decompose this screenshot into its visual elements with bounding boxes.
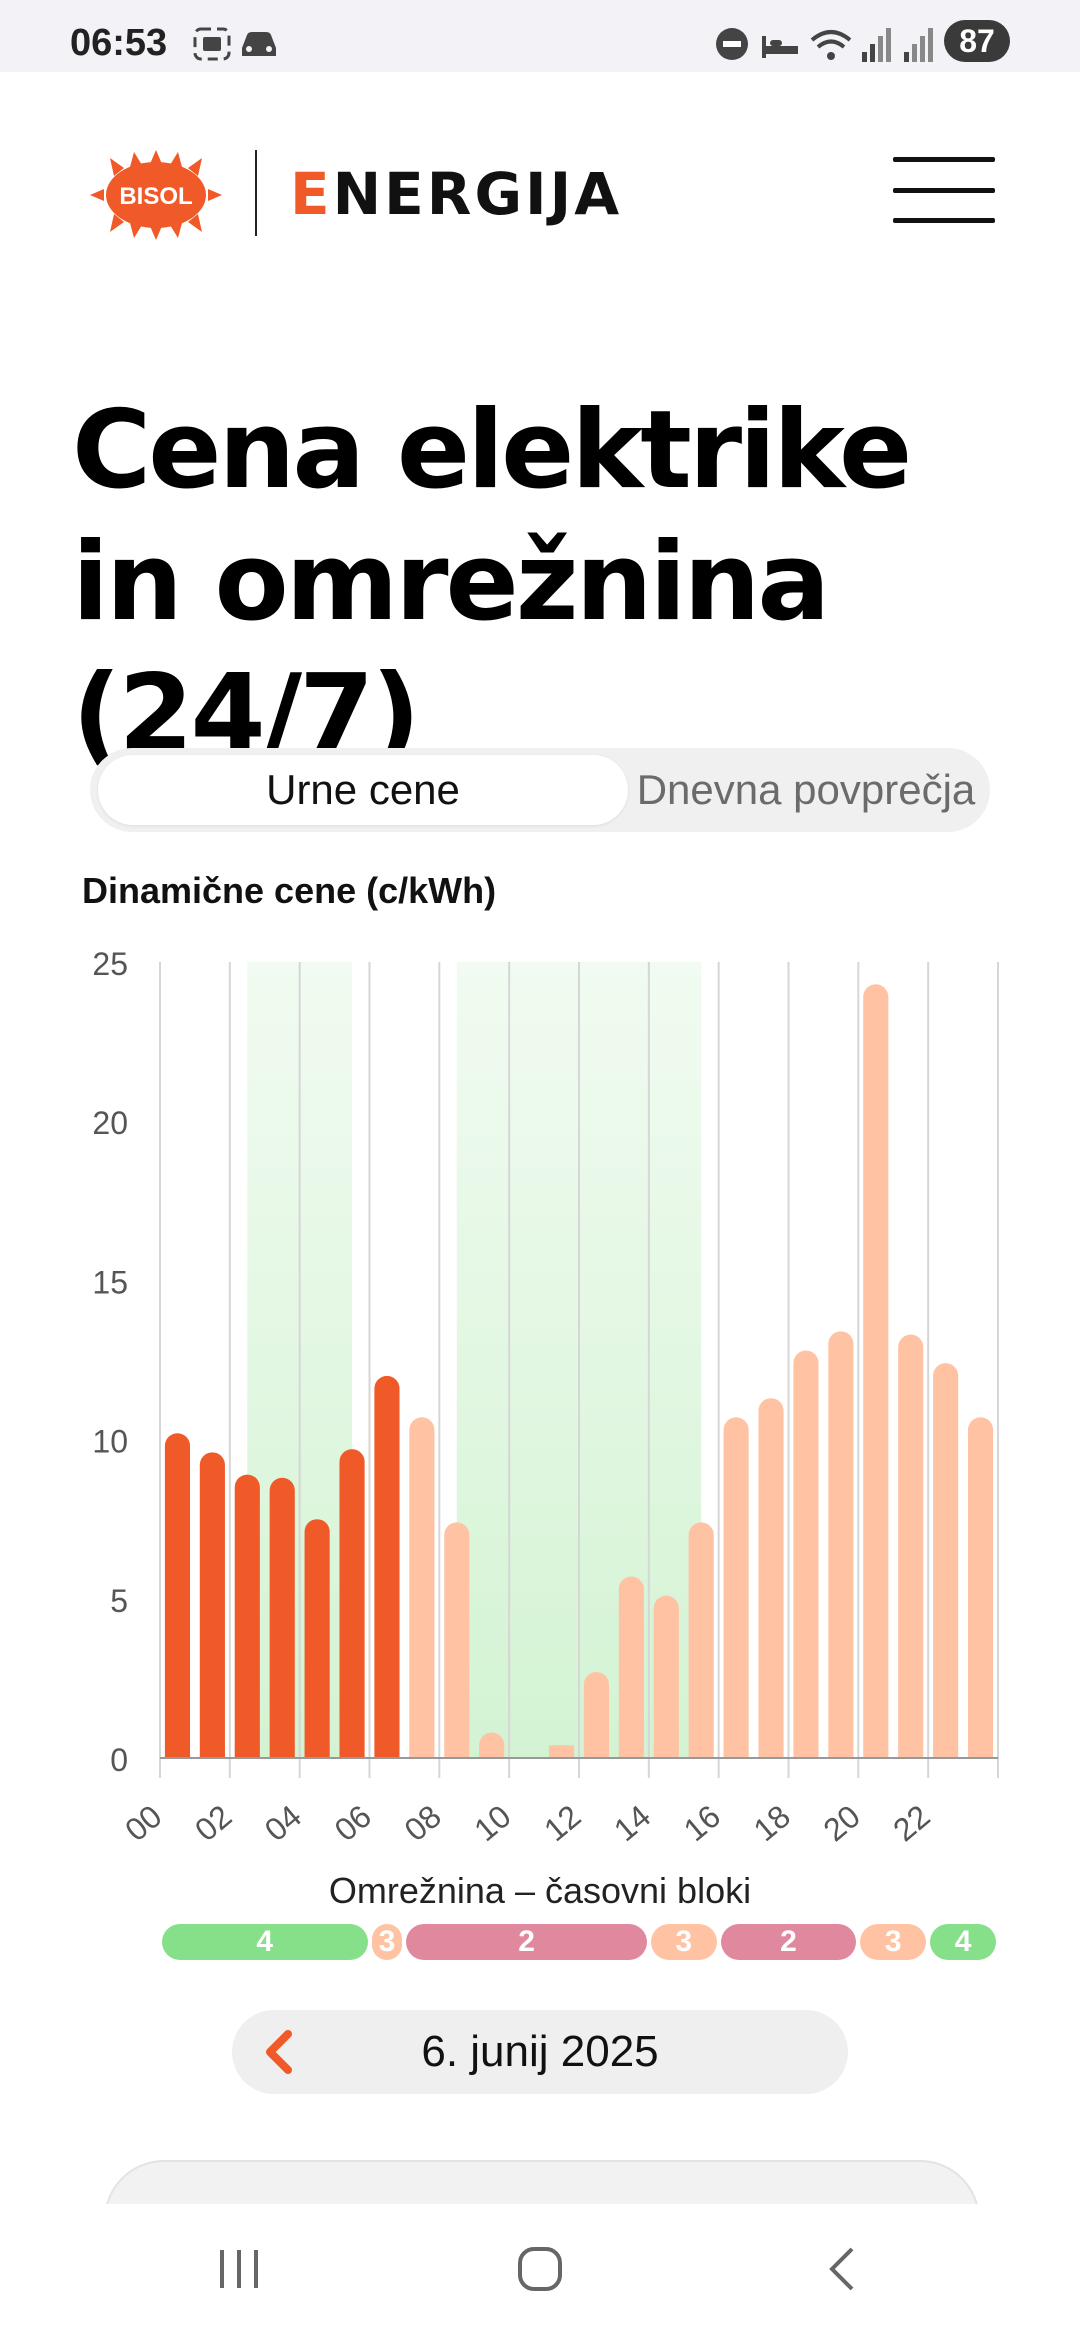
price-bar — [234, 1474, 260, 1758]
price-bar-base — [444, 1745, 470, 1758]
x-tick-label: 08 — [397, 1798, 447, 1848]
toggle-hourly-prices[interactable]: Urne cene — [98, 755, 628, 825]
logo-divider — [255, 150, 257, 236]
grid-block-3: 3 — [860, 1924, 927, 1960]
grid-block-4: 4 — [162, 1924, 368, 1960]
battery-level: 87 — [944, 20, 1010, 62]
price-bar-base — [967, 1745, 994, 1758]
energija-logo-text[interactable]: ENERGIJA — [290, 160, 623, 228]
price-bar-base — [583, 1745, 610, 1758]
price-bar — [793, 1350, 819, 1758]
recent-apps-icon[interactable] — [214, 2244, 264, 2294]
price-bar-base — [828, 1745, 854, 1758]
price-bar — [828, 1331, 854, 1758]
bisol-logo[interactable]: BISOL — [90, 150, 222, 240]
price-bar — [199, 1452, 225, 1758]
system-nav-bar — [0, 2204, 1080, 2340]
price-bar — [653, 1595, 679, 1758]
status-bar: 06:53 87 — [0, 0, 1080, 72]
price-bar — [583, 1672, 610, 1758]
grid-block-3: 3 — [650, 1924, 717, 1960]
price-bar — [339, 1449, 365, 1758]
price-bar — [967, 1417, 994, 1758]
price-bar-base — [688, 1745, 714, 1758]
date-navigator: 6. junij 2025 — [232, 2010, 848, 2094]
x-tick-label: 02 — [188, 1798, 238, 1848]
price-bar-base — [548, 1745, 575, 1758]
view-toggle: Urne cene Dnevna povprečja — [90, 748, 990, 832]
car-icon — [242, 32, 276, 56]
price-bar-base — [653, 1745, 679, 1758]
price-bar-base — [409, 1745, 435, 1758]
price-bar-base — [374, 1745, 400, 1758]
price-bar-base — [234, 1745, 260, 1758]
y-tick-label: 5 — [110, 1583, 128, 1619]
chart-title: Dinamične cene (c/kWh) — [82, 870, 497, 911]
price-bar — [863, 984, 889, 1758]
x-tick-label: 12 — [537, 1798, 587, 1848]
price-bar-base — [898, 1745, 924, 1758]
price-bar-base — [479, 1745, 505, 1758]
signal-icon-1 — [862, 28, 891, 62]
price-bar-base — [793, 1745, 819, 1758]
price-bar — [444, 1522, 470, 1758]
x-tick-label: 22 — [886, 1798, 936, 1848]
price-chart: 0 5 10 15 20 25 00 02 04 06 08 10 12 14 16 18 20 22 — [92, 946, 999, 1848]
price-bar — [723, 1417, 749, 1758]
y-tick-label: 20 — [92, 1105, 128, 1141]
x-tick-label: 00 — [118, 1798, 168, 1848]
price-bar — [898, 1334, 924, 1758]
x-tick-label: 14 — [607, 1798, 657, 1848]
y-tick-label: 15 — [92, 1264, 128, 1300]
screenshot-icon — [193, 27, 231, 61]
price-bar — [933, 1363, 959, 1758]
price-bar-base — [164, 1745, 191, 1758]
price-bar-base — [339, 1745, 365, 1758]
price-bar-base — [269, 1745, 295, 1758]
page-title: Cena elektrike in omrežnina (24/7) — [72, 388, 912, 777]
sleep-icon — [762, 36, 798, 58]
price-bar — [688, 1522, 714, 1758]
price-bar-base — [863, 1745, 889, 1758]
chevron-left-icon[interactable] — [256, 2028, 304, 2076]
grid-block-4: 4 — [930, 1924, 996, 1960]
hamburger-icon[interactable] — [893, 155, 995, 225]
wifi-icon — [810, 30, 852, 60]
status-time: 06:53 — [70, 22, 168, 64]
toggle-daily-averages[interactable]: Dnevna povprečja — [636, 766, 976, 813]
price-bar — [164, 1433, 191, 1758]
price-bar-base — [199, 1745, 225, 1758]
price-bar — [758, 1398, 784, 1758]
date-label: 6. junij 2025 — [421, 2027, 659, 2076]
x-tick-label: 20 — [816, 1798, 866, 1848]
y-tick-label: 10 — [92, 1424, 128, 1460]
price-bar — [618, 1576, 644, 1758]
x-tick-label: 10 — [467, 1798, 517, 1848]
x-tick-label: 06 — [328, 1798, 378, 1848]
x-tick-label: 04 — [258, 1798, 308, 1848]
grid-block-2: 2 — [720, 1924, 857, 1960]
grid-block-3: 3 — [371, 1924, 403, 1960]
home-icon[interactable] — [515, 2244, 565, 2294]
price-bar — [374, 1375, 400, 1758]
x-tick-label: 16 — [677, 1798, 727, 1848]
price-bar-base — [723, 1745, 749, 1758]
grid-block-2: 2 — [406, 1924, 647, 1960]
grid-blocks-title: Omrežnina – časovni bloki — [328, 1870, 752, 1911]
logo-badge-text: BISOL — [119, 183, 192, 210]
price-bar-base — [304, 1745, 330, 1758]
price-bar-base — [758, 1745, 784, 1758]
y-tick-label: 0 — [110, 1742, 128, 1778]
back-icon[interactable] — [818, 2244, 868, 2294]
price-bar — [269, 1477, 295, 1758]
y-tick-label: 25 — [92, 946, 128, 982]
price-bar — [409, 1417, 435, 1758]
dnd-icon — [716, 28, 748, 60]
price-bar-base — [618, 1745, 644, 1758]
price-bar — [304, 1519, 330, 1758]
x-tick-label: 18 — [747, 1798, 797, 1848]
signal-icon-2 — [904, 28, 933, 62]
price-bar-base — [933, 1745, 959, 1758]
